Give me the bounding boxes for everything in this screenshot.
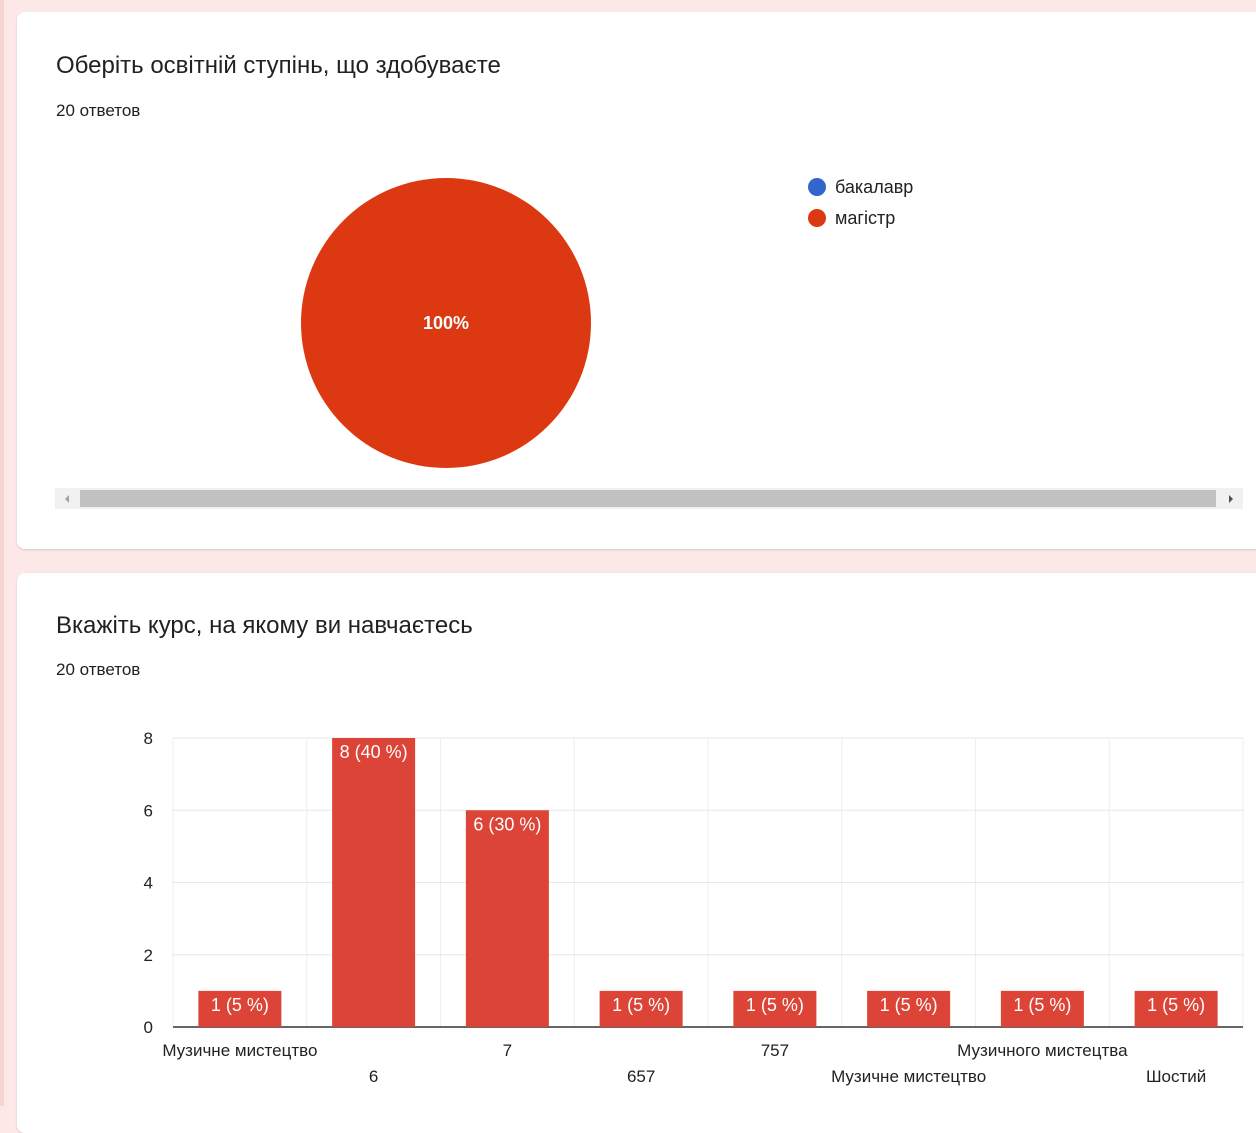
bar <box>1000 990 1084 1027</box>
bar-data-label: 1 (5 %) <box>880 995 938 1015</box>
x-tick-label: Музичного мистецтва <box>957 1041 1128 1060</box>
x-tick-label: 757 <box>761 1041 789 1060</box>
x-tick-label: 6 <box>369 1067 378 1086</box>
question-card-degree: Оберіть освітній ступінь, що здобуваєте … <box>17 12 1256 549</box>
bar-data-label: 1 (5 %) <box>1147 995 1205 1015</box>
legend-label-0: бакалавр <box>835 177 913 197</box>
pie-slice-1 <box>301 178 591 468</box>
horizontal-scrollbar[interactable] <box>55 488 1243 509</box>
bar <box>733 990 817 1027</box>
scroll-right-button[interactable] <box>1219 488 1243 509</box>
question-card-course: Вкажіть курс, на якому ви навчаєтесь 20 … <box>17 573 1256 1133</box>
page-left-border <box>0 0 4 1106</box>
legend-marker-0 <box>808 178 826 196</box>
bar <box>1134 990 1218 1027</box>
x-tick-label: Музичне мистецтво <box>162 1041 317 1060</box>
question-title: Вкажіть курс, на якому ви навчаєтесь <box>56 612 473 639</box>
chevron-left-icon <box>65 494 69 503</box>
bar <box>332 738 416 1027</box>
response-count: 20 ответов <box>56 101 141 120</box>
bar-data-label: 1 (5 %) <box>1013 995 1071 1015</box>
x-tick-label: 7 <box>503 1041 512 1060</box>
y-tick-label: 4 <box>144 874 153 893</box>
bar <box>867 990 951 1027</box>
bar <box>198 990 282 1027</box>
question-title: Оберіть освітній ступінь, що здобуваєте <box>56 52 501 79</box>
pie-chart: 100% бакалавр магістр <box>301 177 913 468</box>
chevron-right-icon <box>1229 494 1233 503</box>
bar-chart: 0 2 4 6 8 1 (5 %) Музичне мистецтво 8 (40 %) 6 6 … <box>144 729 1244 1086</box>
scroll-thumb[interactable] <box>80 490 1216 507</box>
y-tick-label: 0 <box>144 1018 153 1037</box>
response-count: 20 ответов <box>56 660 141 679</box>
bar-data-label: 1 (5 %) <box>612 995 670 1015</box>
bar-data-label: 1 (5 %) <box>211 995 269 1015</box>
bar-data-label: 8 (40 %) <box>340 742 408 762</box>
bar-data-label: 1 (5 %) <box>746 995 804 1015</box>
bar <box>599 990 683 1027</box>
legend-marker-1 <box>808 209 826 227</box>
x-tick-label: 657 <box>627 1067 655 1086</box>
legend-label-1: магістр <box>835 208 895 228</box>
scroll-left-button[interactable] <box>55 488 79 509</box>
y-tick-label: 8 <box>144 729 153 748</box>
y-tick-label: 6 <box>144 801 153 820</box>
y-tick-label: 2 <box>144 946 153 965</box>
x-tick-label: Музичне мистецтво <box>831 1067 986 1086</box>
bar <box>465 810 549 1027</box>
x-tick-label: Шостий <box>1146 1067 1206 1086</box>
bar-data-label: 6 (30 %) <box>473 814 541 834</box>
pie-slice-label: 100% <box>423 313 469 333</box>
